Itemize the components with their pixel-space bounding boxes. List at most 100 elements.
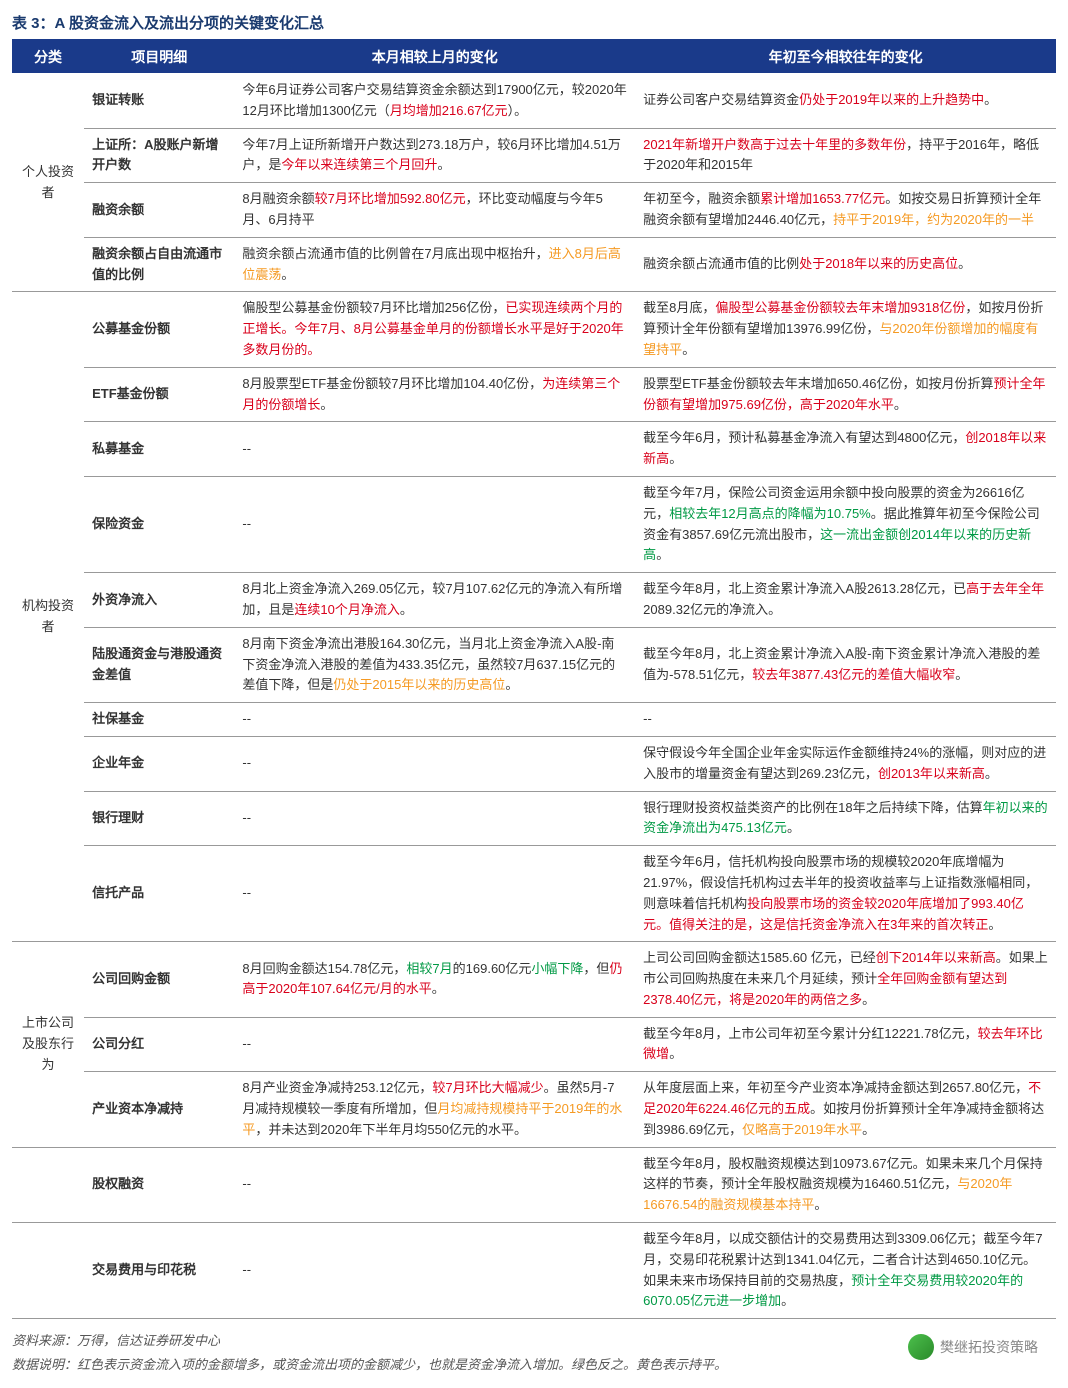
text-segment: 较7月环比大幅减少 <box>432 1080 543 1095</box>
table-row: 公司分红--截至今年8月，上市公司年初至今累计分红12221.78亿元，较去年环… <box>12 1017 1056 1072</box>
table-row: 上市公司及股东行为公司回购金额8月回购金额达154.78亿元，相较7月的169.… <box>12 942 1056 1017</box>
table-row: 陆股通资金与港股通资金差值8月南下资金净流出港股164.30亿元，当月北上资金净… <box>12 627 1056 702</box>
text-segment: 。 <box>894 397 907 412</box>
text-segment: 证券公司客户交易结算资金 <box>643 92 799 107</box>
item-cell: 融资余额占自由流通市值的比例 <box>84 237 234 292</box>
text-segment: -- <box>242 516 251 531</box>
month-cell: -- <box>234 703 635 737</box>
text-segment: 。 <box>984 92 997 107</box>
table-row: 私募基金--截至今年6月，预计私募基金净流入有望达到4800亿元，创2018年以… <box>12 422 1056 477</box>
text-segment: 截至今年8月，上市公司年初至今累计分红12221.78亿元， <box>643 1026 977 1041</box>
month-cell: 8月北上资金净流入269.05亿元，较7月107.62亿元的净流入有所增加，且是… <box>234 573 635 628</box>
year-cell: 截至今年8月，股权融资规模达到10973.67亿元。如果未来几个月保持这样的节奏… <box>635 1147 1056 1222</box>
text-segment: 创下2014年以来新高 <box>876 950 996 965</box>
table-row: 融资余额8月融资余额较7月环比增加592.80亿元，环比变动幅度与今年5月、6月… <box>12 183 1056 238</box>
text-segment: -- <box>242 1036 251 1051</box>
col-year: 年初至今相较往年的变化 <box>635 40 1056 74</box>
category-cell: 上市公司及股东行为 <box>12 942 84 1147</box>
watermark-text: 樊继拓投资策略 <box>940 1337 1038 1357</box>
year-cell: 上司公司回购金额达1585.60 亿元，已经创下2014年以来新高。如果上市公司… <box>635 942 1056 1017</box>
item-cell: 外资净流入 <box>84 573 234 628</box>
year-cell: -- <box>635 703 1056 737</box>
text-segment: 偏股型公募基金份额较去年末增加9318亿份 <box>715 300 965 315</box>
main-table: 分类 项目明细 本月相较上月的变化 年初至今相较往年的变化 个人投资者银证转账今… <box>12 39 1056 1319</box>
table-row: 股权融资--截至今年8月，股权融资规模达到10973.67亿元。如果未来几个月保… <box>12 1147 1056 1222</box>
year-cell: 融资余额占流通市值的比例处于2018年以来的历史高位。 <box>635 237 1056 292</box>
text-segment: 。 <box>955 667 968 682</box>
text-segment: 处于2018年以来的历史高位 <box>799 256 958 271</box>
wechat-icon <box>908 1334 934 1360</box>
col-item: 项目明细 <box>84 40 234 74</box>
table-row: 社保基金 -- -- <box>12 703 1056 737</box>
month-cell: -- <box>234 846 635 942</box>
table-row: 个人投资者银证转账今年6月证券公司客户交易结算资金余额达到17900亿元，较20… <box>12 74 1056 129</box>
year-cell: 年初至今，融资余额累计增加1653.77亿元。如按交易日折算预计全年融资余额有望… <box>635 183 1056 238</box>
text-segment: 较7月环比增加592.80亿元 <box>315 191 466 206</box>
text-segment: -- <box>242 711 251 726</box>
item-cell: 私募基金 <box>84 422 234 477</box>
text-segment: 上司公司回购金额达1585.60 亿元，已经 <box>643 950 876 965</box>
text-segment: 。 <box>437 157 450 172</box>
footer-source: 资料来源：万得，信达证券研发中心 <box>12 1329 1056 1352</box>
text-segment: 相较去年12月高点的降幅为10.75% <box>669 506 871 521</box>
table-row: 保险资金 -- 截至今年7月，保险公司资金运用余额中投向股票的资金为26616亿元，… <box>12 476 1056 572</box>
month-cell: -- <box>234 422 635 477</box>
item-cell: 保险资金 <box>84 476 234 572</box>
item-cell: 银行理财 <box>84 791 234 846</box>
text-segment: 股票型ETF基金份额较去年末增加650.46亿份，如按月份折算 <box>643 376 993 391</box>
table-row: 机构投资者公募基金份额偏股型公募基金份额较7月环比增加256亿份，已实现连续两个… <box>12 292 1056 367</box>
text-segment: 8月回购金额达154.78亿元， <box>242 961 406 976</box>
text-segment: -- <box>242 1262 251 1277</box>
year-cell: 截至今年7月，保险公司资金运用余额中投向股票的资金为26616亿元，相较去年12… <box>635 476 1056 572</box>
text-segment: 。 <box>281 267 294 282</box>
text-segment: 。 <box>958 256 971 271</box>
item-cell: 社保基金 <box>84 703 234 737</box>
table-row: ETF基金份额8月股票型ETF基金份额较7月环比增加104.40亿份，为连续第三… <box>12 367 1056 422</box>
text-segment: 偏股型公募基金份额较7月环比增加256亿份， <box>242 300 505 315</box>
text-segment: 。 <box>669 451 682 466</box>
table-row: 产业资本净减持8月产业资金净减持253.12亿元，较7月环比大幅减少。虽然5月-… <box>12 1072 1056 1147</box>
text-segment: 。 <box>862 1122 875 1137</box>
text-segment: 8月融资余额 <box>242 191 314 206</box>
text-segment: 。 <box>432 981 445 996</box>
text-segment: -- <box>242 1176 251 1191</box>
year-cell: 从年度层面上来，年初至今产业资本净减持金额达到2657.80亿元，不足2020年… <box>635 1072 1056 1147</box>
year-cell: 截至8月底，偏股型公募基金份额较去年末增加9318亿份，如按月份折算预计全年份额… <box>635 292 1056 367</box>
table-title: 表 3：A 股资金流入及流出分项的关键变化汇总 <box>12 12 1056 33</box>
table-row: 交易费用与印花税--截至今年8月，以成交额估计的交易费用达到3309.06亿元；… <box>12 1223 1056 1319</box>
text-segment: 截至8月底， <box>643 300 715 315</box>
month-cell: 融资余额占流通市值的比例曾在7月底出现中枢抬升，进入8月后高位震荡。 <box>234 237 635 292</box>
month-cell: -- <box>234 736 635 791</box>
text-segment: 仍处于2015年以来的历史高位 <box>333 677 505 692</box>
text-segment: 的169.60亿元 <box>453 961 532 976</box>
text-segment: 2021年新增开户数高于过去十年里的多数年份 <box>643 137 906 152</box>
item-cell: 信托产品 <box>84 846 234 942</box>
text-segment: 融资余额占流通市值的比例 <box>643 256 799 271</box>
year-cell: 截至今年8月，以成交额估计的交易费用达到3309.06亿元；截至今年7月，交易印… <box>635 1223 1056 1319</box>
item-cell: 公司回购金额 <box>84 942 234 1017</box>
month-cell: -- <box>234 791 635 846</box>
item-cell: 陆股通资金与港股通资金差值 <box>84 627 234 702</box>
table-row: 外资净流入8月北上资金净流入269.05亿元，较7月107.62亿元的净流入有所… <box>12 573 1056 628</box>
year-cell: 截至今年6月，预计私募基金净流入有望达到4800亿元，创2018年以来新高。 <box>635 422 1056 477</box>
item-cell: 公募基金份额 <box>84 292 234 367</box>
text-segment: ，但 <box>583 961 609 976</box>
text-segment: -- <box>242 885 251 900</box>
text-segment: 8月产业资金净减持253.12亿元， <box>242 1080 432 1095</box>
month-cell: -- <box>234 476 635 572</box>
month-cell: 偏股型公募基金份额较7月环比增加256亿份，已实现连续两个月的正增长。今年7月、… <box>234 292 635 367</box>
text-segment: 连续10个月净流入 <box>294 602 399 617</box>
item-cell: 银证转账 <box>84 74 234 129</box>
text-segment: 。 <box>988 917 1001 932</box>
col-category: 分类 <box>12 40 84 74</box>
text-segment: 小幅下降 <box>531 961 583 976</box>
month-cell: 8月回购金额达154.78亿元，相较7月的169.60亿元小幅下降，但仍高于20… <box>234 942 635 1017</box>
text-segment: 。 <box>985 766 998 781</box>
item-cell: 融资余额 <box>84 183 234 238</box>
text-segment: 仍处于2019年以来的上升趋势中 <box>799 92 984 107</box>
month-cell: -- <box>234 1017 635 1072</box>
table-row: 企业年金--保守假设今年全国企业年金实际运作金额维持24%的涨幅，则对应的进入股… <box>12 736 1056 791</box>
text-segment: 较去年3877.43亿元的差值大幅收窄 <box>752 667 955 682</box>
text-segment: 。 <box>781 1293 794 1308</box>
item-cell: 企业年金 <box>84 736 234 791</box>
